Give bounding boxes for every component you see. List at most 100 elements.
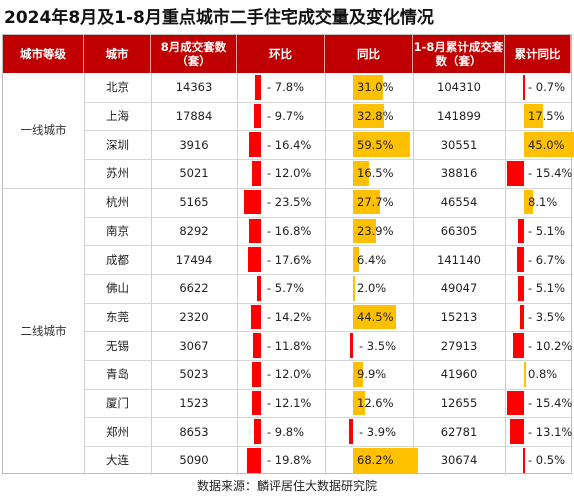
yoy-label: 44.5% bbox=[357, 309, 394, 324]
city-name: 郑州 bbox=[106, 424, 129, 439]
mom-bar bbox=[256, 275, 261, 301]
yoy-bar bbox=[353, 218, 376, 244]
mom-bar bbox=[252, 333, 261, 358]
mom-bar bbox=[249, 132, 261, 158]
header-yoy: 同比 bbox=[325, 35, 413, 73]
grid-hline bbox=[84, 446, 571, 448]
city-name: 上海 bbox=[106, 109, 129, 124]
city-name: 北京 bbox=[106, 80, 129, 95]
ytd-volume: 46554 bbox=[440, 195, 478, 210]
ytd-yoy-bar bbox=[523, 75, 525, 100]
ytd-yoy-label: 17.5% bbox=[528, 109, 565, 124]
grid-hline bbox=[3, 187, 571, 189]
aug-volume: 8292 bbox=[179, 223, 209, 238]
data-source: 数据来源：麟评居住大数据研究院 bbox=[196, 479, 377, 493]
aug-volume: 2320 bbox=[179, 309, 209, 324]
mom-bar bbox=[248, 218, 261, 244]
ytd-volume: 66305 bbox=[440, 223, 478, 238]
ytd-volume: 27913 bbox=[440, 338, 478, 353]
ytd-volume: 104310 bbox=[437, 80, 481, 95]
mom-label: - 23.5% bbox=[267, 195, 312, 210]
yoy-bar bbox=[353, 103, 385, 129]
ytd-volume: 41960 bbox=[440, 367, 478, 382]
grid-hline bbox=[84, 130, 571, 132]
ytd-yoy-bar bbox=[507, 390, 524, 416]
header-mom: 环比 bbox=[237, 35, 325, 73]
mom-bar bbox=[255, 75, 261, 100]
yoy-label: 6.4% bbox=[357, 252, 387, 267]
yoy-label: 23.9% bbox=[357, 223, 394, 238]
mom-label: - 9.8% bbox=[267, 424, 305, 439]
ytd-yoy-bar bbox=[509, 419, 524, 445]
mom-bar bbox=[248, 247, 261, 272]
tier-label: 一线城市 bbox=[20, 123, 67, 138]
grid-hline bbox=[84, 360, 571, 361]
ytd-volume: 62781 bbox=[440, 424, 478, 439]
ytd-yoy-label: - 3.5% bbox=[528, 309, 566, 324]
city-name: 无锡 bbox=[106, 338, 129, 353]
mom-label: - 9.7% bbox=[267, 109, 305, 124]
yoy-bar bbox=[353, 247, 360, 272]
ytd-yoy-bar bbox=[524, 103, 544, 129]
yoy-bar bbox=[353, 75, 383, 100]
yoy-bar bbox=[353, 304, 396, 330]
ytd-yoy-label: 8.1% bbox=[528, 195, 558, 210]
yoy-bar bbox=[353, 275, 355, 301]
yoy-label: 32.8% bbox=[357, 109, 394, 124]
city-name: 东莞 bbox=[106, 309, 129, 324]
ytd-yoy-label: - 5.1% bbox=[528, 281, 566, 296]
ytd-yoy-bar bbox=[518, 275, 524, 301]
aug-volume: 5090 bbox=[179, 453, 209, 468]
yoy-label: 27.7% bbox=[357, 195, 394, 210]
ytd-yoy-label: - 5.1% bbox=[528, 223, 566, 238]
ytd-yoy-bar bbox=[524, 189, 533, 215]
ytd-yoy-label: - 0.5% bbox=[528, 453, 566, 468]
grid-hline bbox=[84, 101, 571, 103]
ytd-yoy-label: - 13.1% bbox=[528, 424, 573, 439]
city-name: 大连 bbox=[106, 453, 129, 468]
ytd-yoy-label: - 10.2% bbox=[528, 338, 573, 353]
mom-label: - 7.8% bbox=[267, 80, 305, 95]
header-tier: 城市等级 bbox=[3, 35, 84, 73]
grid-hline bbox=[84, 245, 571, 247]
yoy-label: - 3.5% bbox=[359, 338, 397, 353]
aug-volume: 14363 bbox=[175, 80, 213, 95]
city-name: 杭州 bbox=[106, 195, 129, 210]
header-aug-volume: 8月成交套数（套） bbox=[151, 35, 237, 73]
mom-bar bbox=[252, 362, 261, 387]
mom-bar bbox=[254, 103, 261, 129]
ytd-volume: 30551 bbox=[440, 137, 478, 152]
yoy-bar bbox=[353, 362, 363, 387]
ytd-volume: 49047 bbox=[440, 281, 478, 296]
ytd-yoy-label: - 15.4% bbox=[528, 166, 573, 181]
aug-volume: 3916 bbox=[179, 137, 209, 152]
ytd-yoy-label: - 6.7% bbox=[528, 252, 566, 267]
ytd-yoy-bar bbox=[507, 161, 524, 186]
yoy-label: 9.9% bbox=[357, 367, 387, 382]
yoy-label: 2.0% bbox=[357, 281, 387, 296]
mom-label: - 17.6% bbox=[267, 252, 312, 267]
aug-volume: 17884 bbox=[175, 109, 213, 124]
header-city: 城市 bbox=[84, 35, 151, 73]
yoy-bar bbox=[353, 161, 369, 186]
city-name: 佛山 bbox=[106, 281, 129, 296]
ytd-yoy-bar bbox=[524, 132, 574, 158]
mom-label: - 12.0% bbox=[267, 367, 312, 382]
city-name: 苏州 bbox=[106, 166, 129, 181]
grid-hline bbox=[84, 216, 571, 218]
ytd-volume: 141140 bbox=[437, 252, 481, 267]
grid-hline bbox=[84, 159, 571, 161]
mom-bar bbox=[250, 304, 261, 330]
city-name: 南京 bbox=[106, 223, 129, 238]
tier-label: 二线城市 bbox=[20, 324, 67, 339]
mom-bar bbox=[253, 419, 261, 445]
yoy-bar bbox=[353, 390, 366, 416]
mom-bar bbox=[246, 448, 261, 473]
mom-bar bbox=[252, 390, 261, 416]
mom-label: - 5.7% bbox=[267, 281, 305, 296]
aug-volume: 5023 bbox=[179, 367, 209, 382]
header-ytd-volume: 1-8月累计成交套数（套） bbox=[413, 35, 505, 73]
ytd-yoy-label: 45.0% bbox=[528, 137, 565, 152]
yoy-bar bbox=[349, 419, 353, 445]
aug-volume: 17494 bbox=[175, 252, 213, 267]
